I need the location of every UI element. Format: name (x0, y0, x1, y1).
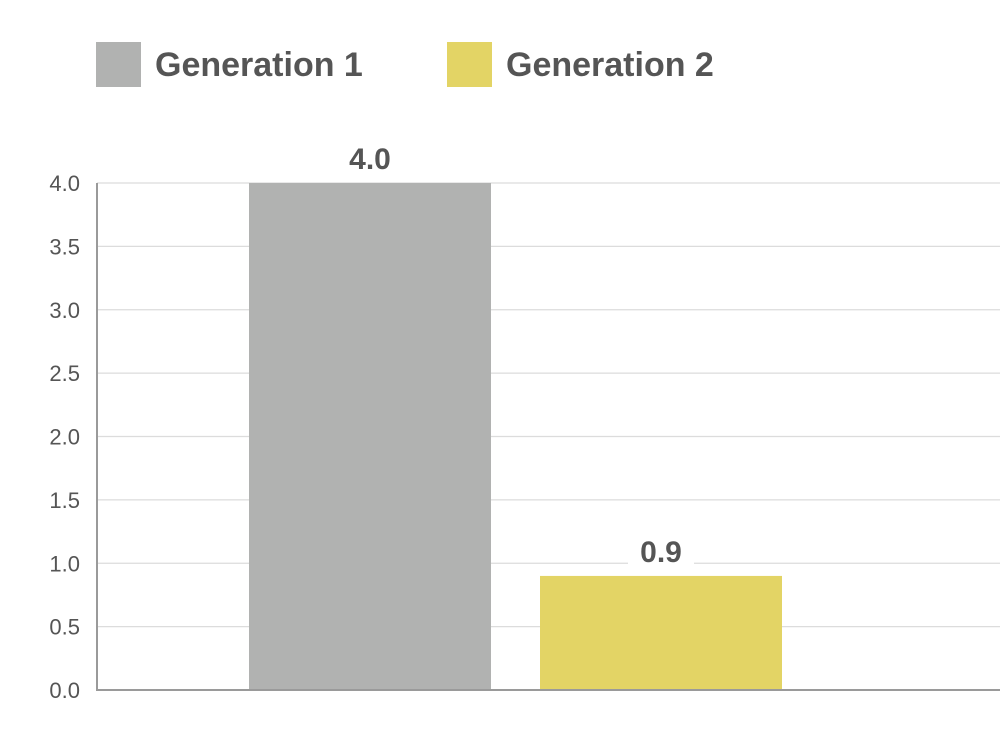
y-tick-label: 3.0 (49, 298, 80, 323)
y-tick-label: 2.5 (49, 361, 80, 386)
y-tick-label: 4.0 (49, 171, 80, 196)
bars (249, 183, 782, 690)
y-tick-label: 1.5 (49, 488, 80, 513)
legend-label-generation-1: Generation 1 (155, 46, 363, 84)
bar-generation-1 (249, 183, 491, 690)
bar-generation-2 (540, 575, 782, 690)
y-tick-label: 3.5 (49, 234, 80, 259)
axes (96, 183, 1000, 691)
legend-swatch-generation-2 (447, 42, 492, 87)
grid-lines (97, 182, 1000, 628)
legend-label-generation-2: Generation 2 (506, 46, 714, 84)
bar-label-background (628, 531, 694, 570)
y-tick-label: 0.0 (49, 678, 80, 703)
bar-label-background (337, 139, 403, 177)
y-tick-label: 2.0 (49, 425, 80, 450)
y-axis-tick-labels: 0.0 0.5 1.0 1.5 2.0 2.5 3.0 3.5 4.0 (49, 171, 80, 703)
bar-value-label: 0.9 (640, 536, 682, 569)
legend-swatch-generation-1 (96, 42, 141, 87)
y-tick-label: 0.5 (49, 615, 80, 640)
y-tick-label: 1.0 (49, 551, 80, 576)
bar-value-label: 4.0 (349, 143, 391, 176)
bar-value-labels: 4.0 0.9 (337, 139, 694, 570)
